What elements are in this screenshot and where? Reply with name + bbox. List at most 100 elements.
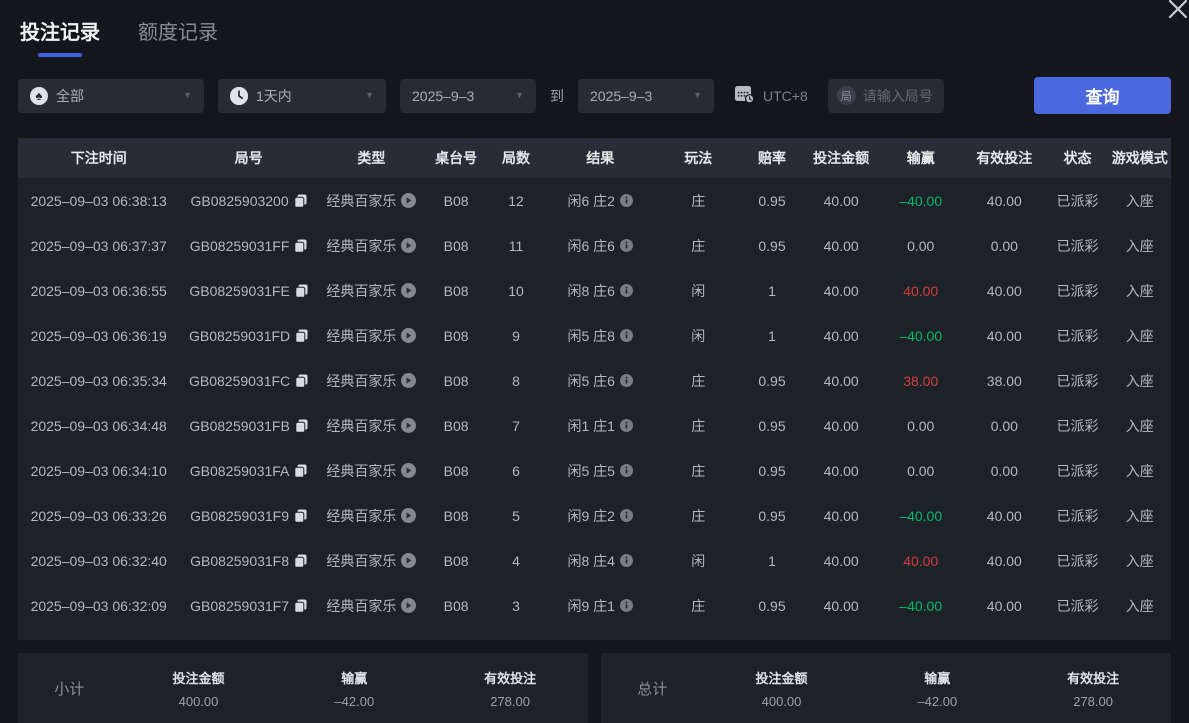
cell-play-type: 庄 xyxy=(691,417,706,434)
play-video-icon[interactable] xyxy=(401,418,417,433)
close-icon[interactable] xyxy=(1163,0,1189,29)
round-search-box: 局 xyxy=(827,78,944,113)
cell-status: 已派彩 xyxy=(1056,417,1099,434)
cell-game-mode: 入座 xyxy=(1125,282,1154,299)
cell-game-mode: 入座 xyxy=(1125,507,1154,524)
copy-icon[interactable] xyxy=(295,329,308,343)
cell-win-loss: 0.00 xyxy=(907,417,935,434)
cell-play-type: 闲 xyxy=(691,552,706,569)
cell-valid-bet: 40.00 xyxy=(986,282,1022,299)
subtotal-valid-bet: 有效投注 278.00 xyxy=(484,670,537,709)
summary-bar: 小计 投注金额 400.00 输赢 –42.00 有效投注 278.00 总计 … xyxy=(18,653,1171,723)
chevron-down-icon: ▼ xyxy=(365,90,374,100)
info-icon[interactable] xyxy=(619,419,633,432)
copy-icon[interactable] xyxy=(293,194,307,208)
play-video-icon[interactable] xyxy=(401,598,417,613)
clock-icon xyxy=(230,86,248,105)
column-header: 局号 xyxy=(234,150,263,166)
game-type-select[interactable]: ♠ 全部 ▼ xyxy=(18,78,204,113)
time-range-select[interactable]: 1天内 ▼ xyxy=(218,78,386,113)
info-icon[interactable] xyxy=(619,599,633,612)
play-video-icon[interactable] xyxy=(401,553,417,568)
cell-result: 闲9 庄2 xyxy=(545,506,656,526)
cell-bet-amount: 40.00 xyxy=(823,282,859,299)
date-from-select[interactable]: 2025–9–3 ▼ xyxy=(400,78,536,113)
cell-game-mode: 入座 xyxy=(1125,552,1154,569)
total-win-loss: 输赢 –42.00 xyxy=(917,670,958,709)
cell-game-type: 经典百家乐 xyxy=(318,506,425,526)
column-header: 类型 xyxy=(357,150,386,166)
date-to-value: 2025–9–3 xyxy=(590,87,653,104)
info-icon[interactable] xyxy=(619,329,633,342)
play-video-icon[interactable] xyxy=(401,283,417,298)
cell-bet-amount: 40.00 xyxy=(823,372,859,389)
copy-icon[interactable] xyxy=(295,419,308,433)
info-icon[interactable] xyxy=(619,239,633,252)
copy-icon[interactable] xyxy=(294,509,307,523)
info-icon[interactable] xyxy=(619,284,633,297)
table-row: 2025–09–03 06:33:26 GB08259031F9 经典百家乐 B08 5… xyxy=(18,493,1171,538)
copy-icon[interactable] xyxy=(294,599,307,613)
cell-round-no: 10 xyxy=(508,282,524,299)
cell-table-no: B08 xyxy=(443,462,469,479)
date-to-select[interactable]: 2025–9–3 ▼ xyxy=(578,78,714,113)
cell-status: 已派彩 xyxy=(1056,507,1099,524)
cell-valid-bet: 40.00 xyxy=(986,327,1022,344)
tab-bet-records[interactable]: 投注记录 xyxy=(20,16,100,57)
cell-table-no: B08 xyxy=(443,192,469,209)
cell-table-no: B08 xyxy=(443,237,469,254)
copy-icon[interactable] xyxy=(294,554,307,568)
column-header: 下注时间 xyxy=(70,150,127,166)
cell-bet-time: 2025–09–03 06:36:55 xyxy=(30,282,167,299)
cell-game-mode: 入座 xyxy=(1125,597,1154,614)
play-video-icon[interactable] xyxy=(401,238,417,253)
play-video-icon[interactable] xyxy=(401,508,417,523)
chevron-down-icon: ▼ xyxy=(515,90,524,100)
total-bet-amount: 投注金额 400.00 xyxy=(755,670,808,709)
info-icon[interactable] xyxy=(619,554,633,567)
query-button[interactable]: 查询 xyxy=(1034,77,1171,114)
round-search-input[interactable] xyxy=(862,87,935,104)
play-video-icon[interactable] xyxy=(401,193,417,208)
table-row: 2025–09–03 06:34:48 GB08259031FB 经典百家乐 B08 7… xyxy=(18,403,1171,448)
copy-icon[interactable] xyxy=(294,464,307,478)
cell-round-id: GB08259031F7 xyxy=(179,598,317,614)
cell-table-no: B08 xyxy=(443,597,469,614)
table-row: 2025–09–03 06:38:13 GB0825903200 经典百家乐 B08 1… xyxy=(18,178,1171,223)
cell-status: 已派彩 xyxy=(1056,327,1099,344)
cell-valid-bet: 40.00 xyxy=(986,597,1022,614)
cell-table-no: B08 xyxy=(443,552,469,569)
cell-round-id: GB0825903200 xyxy=(179,193,317,209)
copy-icon[interactable] xyxy=(294,239,307,253)
info-icon[interactable] xyxy=(619,194,633,207)
copy-icon[interactable] xyxy=(295,374,308,388)
cell-valid-bet: 40.00 xyxy=(986,552,1022,569)
cell-play-type: 庄 xyxy=(691,237,706,254)
cell-status: 已派彩 xyxy=(1056,192,1099,209)
cell-round-no: 8 xyxy=(512,372,520,389)
info-icon[interactable] xyxy=(619,374,633,387)
cell-round-id: GB08259031FE xyxy=(179,283,317,299)
cell-game-type: 经典百家乐 xyxy=(318,326,425,346)
cell-play-type: 庄 xyxy=(691,597,706,614)
cell-table-no: B08 xyxy=(443,327,469,344)
table-row: 2025–09–03 06:35:34 GB08259031FC 经典百家乐 B08 8… xyxy=(18,358,1171,403)
column-header: 结果 xyxy=(586,150,615,166)
play-video-icon[interactable] xyxy=(401,328,417,343)
info-icon[interactable] xyxy=(619,464,633,477)
chevron-down-icon: ▼ xyxy=(183,90,192,100)
info-icon[interactable] xyxy=(619,509,633,522)
cell-bet-time: 2025–09–03 06:33:26 xyxy=(30,507,167,524)
play-video-icon[interactable] xyxy=(401,373,417,388)
copy-icon[interactable] xyxy=(295,284,308,298)
cell-play-type: 闲 xyxy=(691,327,706,344)
column-header: 局数 xyxy=(502,150,531,166)
tab-quota-records[interactable]: 额度记录 xyxy=(138,22,218,44)
cell-table-no: B08 xyxy=(443,417,469,434)
cell-game-mode: 入座 xyxy=(1125,417,1154,434)
cell-win-loss: –40.00 xyxy=(899,507,943,524)
cell-bet-amount: 40.00 xyxy=(823,597,859,614)
cell-bet-time: 2025–09–03 06:32:40 xyxy=(30,552,167,569)
play-video-icon[interactable] xyxy=(401,463,417,478)
table-header: 下注时间 局号 类型 桌台号 局数 结果 玩法 赔率 投注金额 输赢 有效投注 状态 游戏模式 xyxy=(18,138,1171,178)
